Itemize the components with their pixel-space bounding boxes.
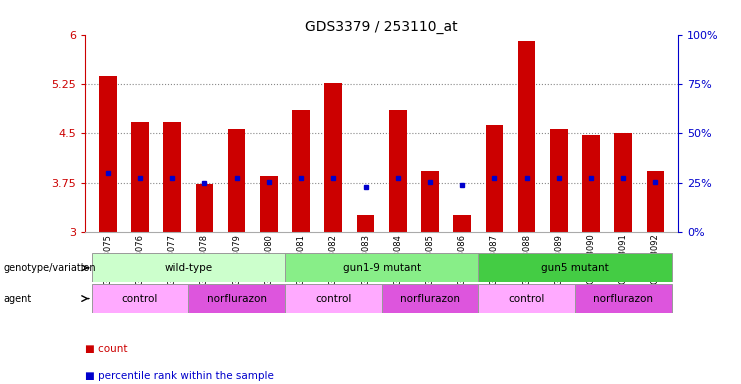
Text: ■ count: ■ count	[85, 344, 127, 354]
Title: GDS3379 / 253110_at: GDS3379 / 253110_at	[305, 20, 458, 33]
Text: ■ percentile rank within the sample: ■ percentile rank within the sample	[85, 371, 274, 381]
Text: norflurazon: norflurazon	[594, 293, 654, 304]
Bar	[550, 129, 568, 232]
Bar	[478, 284, 575, 313]
Text: control: control	[508, 293, 545, 304]
Text: control: control	[315, 293, 351, 304]
Bar	[163, 122, 181, 232]
Bar	[260, 176, 278, 232]
Text: genotype/variation: genotype/variation	[4, 263, 96, 273]
Bar	[356, 215, 374, 232]
Bar	[518, 41, 536, 232]
Bar	[92, 284, 188, 313]
Text: norflurazon: norflurazon	[400, 293, 460, 304]
Text: gun1-9 mutant: gun1-9 mutant	[342, 263, 421, 273]
Bar	[92, 253, 285, 282]
Bar	[188, 284, 285, 313]
Bar	[99, 76, 116, 232]
Text: norflurazon: norflurazon	[207, 293, 267, 304]
Text: gun5 mutant: gun5 mutant	[541, 263, 609, 273]
Bar	[575, 284, 671, 313]
Bar	[389, 110, 407, 232]
Bar	[614, 134, 632, 232]
Bar	[421, 171, 439, 232]
Bar	[582, 136, 600, 232]
Text: control: control	[122, 293, 158, 304]
Text: agent: agent	[4, 293, 32, 304]
Bar	[292, 110, 310, 232]
Bar	[485, 125, 503, 232]
Bar	[285, 284, 382, 313]
Bar	[196, 184, 213, 232]
Bar	[285, 253, 478, 282]
Bar	[131, 122, 149, 232]
Bar	[325, 83, 342, 232]
Bar	[382, 284, 478, 313]
Bar	[453, 215, 471, 232]
Bar	[647, 171, 665, 232]
Text: wild-type: wild-type	[165, 263, 213, 273]
Bar	[227, 129, 245, 232]
Bar	[478, 253, 671, 282]
